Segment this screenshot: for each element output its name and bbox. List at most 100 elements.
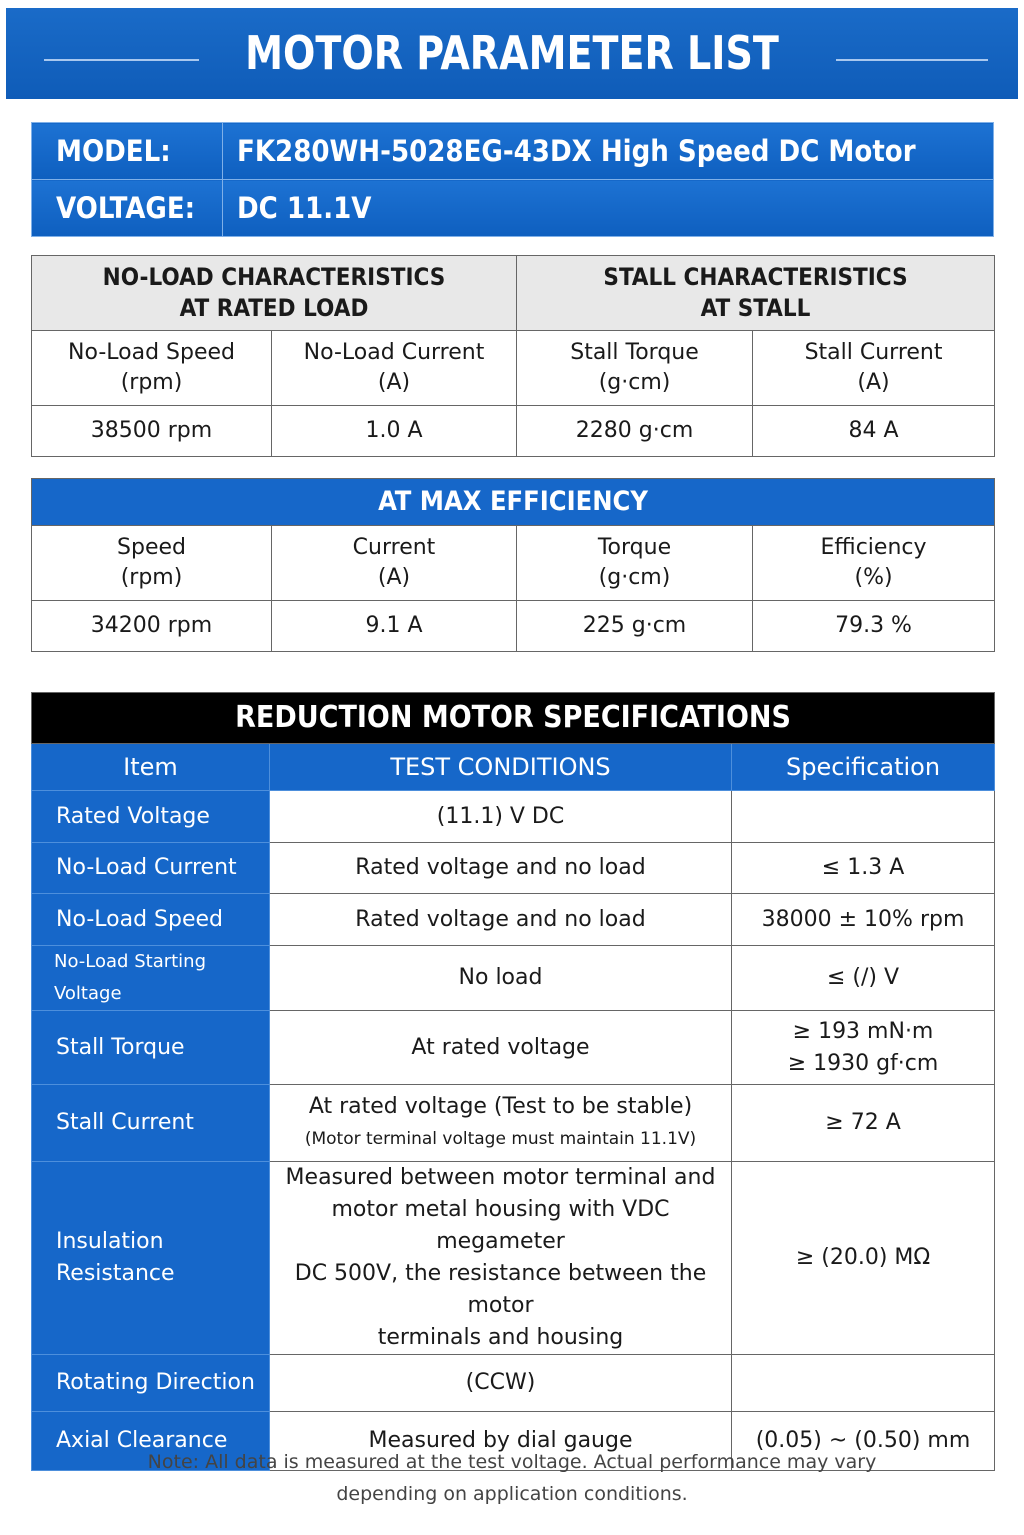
condition-line: terminals and housing: [377, 1325, 624, 1350]
column-name: Stall Torque: [570, 340, 699, 365]
column-name: Stall Current: [804, 340, 943, 365]
row-spec: ≥ 72 A: [730, 1084, 996, 1162]
column-unit: (g·cm): [598, 565, 671, 590]
table-cell-value: 9.1 A: [271, 600, 517, 652]
table-row: Insulation Resistance Measured between m…: [31, 1161, 996, 1355]
row-item: No-Load Current: [31, 842, 270, 894]
title-banner: MOTOR PARAMETER LIST: [6, 8, 1018, 99]
voltage-label: VOLTAGE:: [31, 179, 223, 237]
row-condition: (11.1) V DC: [269, 790, 732, 843]
column-name: Torque: [597, 535, 672, 560]
table-row: Rated Voltage (11.1) V DC: [31, 790, 996, 843]
table-row: Axial Clearance Measured by dial gauge (…: [31, 1411, 996, 1471]
condition-note: (Motor terminal voltage must maintain 11…: [304, 1129, 697, 1149]
table-row: Rotating Direction (CCW): [31, 1354, 996, 1412]
row-item: Stall Torque: [31, 1010, 270, 1085]
no-load-header-line1: NO-LOAD CHARACTERISTICS: [102, 263, 446, 291]
no-load-stall-table: NO-LOAD CHARACTERISTICS AT RATED LOAD ST…: [30, 255, 996, 457]
model-label: MODEL:: [31, 122, 223, 180]
column-header: Torque (g·cm): [516, 525, 753, 601]
table-row: Stall Torque At rated voltage ≥ 193 mN·m…: [31, 1010, 996, 1085]
table-cell-value: 225 g·cm: [516, 600, 753, 652]
reduction-spec-table: REDUCTION MOTOR SPECIFICATIONS Item TEST…: [30, 692, 996, 1471]
row-spec: ≤ 1.3 A: [730, 842, 996, 894]
banner-divider-left: [44, 59, 199, 61]
spec-line: ≥ 1930 gf·cm: [787, 1050, 939, 1076]
row-item: Stall Current: [31, 1084, 270, 1162]
row-spec: ≥ 193 mN·m ≥ 1930 gf·cm: [730, 1010, 996, 1085]
row-condition: Measured between motor terminal and moto…: [269, 1161, 732, 1355]
row-item: Axial Clearance: [31, 1411, 270, 1471]
column-unit: (A): [377, 565, 411, 590]
no-load-header: NO-LOAD CHARACTERISTICS AT RATED LOAD: [30, 255, 518, 331]
row-item: No-Load Speed: [31, 893, 270, 946]
column-name: Speed: [117, 535, 186, 560]
voltage-row: VOLTAGE: DC 11.1V: [31, 179, 994, 237]
row-spec: [730, 790, 996, 843]
row-condition: At rated voltage (Test to be stable) (Mo…: [269, 1084, 732, 1162]
column-header-item: Item: [31, 743, 270, 791]
table-row: No-Load Current Rated voltage and no loa…: [31, 842, 996, 894]
column-unit: (g·cm): [598, 370, 671, 395]
column-name: Current: [352, 535, 436, 560]
reduction-title: REDUCTION MOTOR SPECIFICATIONS: [30, 692, 996, 744]
row-item: Rotating Direction: [31, 1354, 270, 1412]
footnote: Note: All data is measured at the test v…: [0, 1446, 1024, 1510]
model-value: FK280WH-5028EG-43DX High Speed DC Motor: [222, 122, 994, 180]
condition-line: DC 500V, the resistance between the moto…: [294, 1261, 707, 1318]
column-unit: (%): [854, 565, 893, 590]
column-header: Current (A): [271, 525, 517, 601]
column-unit: (A): [857, 370, 890, 395]
table-row: No-Load Starting Voltage No load ≤ (/) V: [31, 945, 996, 1011]
stall-header-line2: AT STALL: [700, 294, 811, 322]
max-efficiency-table: AT MAX EFFICIENCY Speed (rpm) Current (A) …: [30, 478, 996, 652]
table-cell-value: 79.3 %: [751, 600, 996, 652]
column-header-spec: Specification: [730, 743, 996, 791]
column-unit: (rpm): [120, 370, 183, 395]
stall-header: STALL CHARACTERISTICS AT STALL: [516, 255, 996, 331]
page-title: MOTOR PARAMETER LIST: [245, 26, 779, 80]
model-voltage-table: MODEL: FK280WH-5028EG-43DX High Speed DC…: [31, 122, 994, 237]
column-header: Stall Current (A): [752, 330, 996, 406]
row-condition: Rated voltage and no load: [269, 842, 732, 894]
row-item: Rated Voltage: [31, 790, 270, 843]
column-header: No-Load Speed (rpm): [31, 330, 272, 406]
column-unit: (A): [377, 370, 411, 395]
column-name: No-Load Speed: [68, 340, 235, 365]
row-spec: [730, 1354, 996, 1412]
row-spec: (0.05) ~ (0.50) mm: [730, 1411, 996, 1471]
column-header: Efficiency (%): [751, 525, 996, 601]
footnote-line: Note: All data is measured at the test v…: [147, 1451, 877, 1473]
column-name: No-Load Current: [303, 340, 485, 365]
table-cell-value: 2280 g·cm: [516, 405, 754, 457]
table-cell-value: 34200 rpm: [31, 600, 272, 652]
column-header: Speed (rpm): [31, 525, 272, 601]
condition-line: Measured between motor terminal and: [285, 1165, 716, 1190]
row-condition: At rated voltage: [269, 1010, 732, 1085]
row-condition: Measured by dial gauge: [269, 1411, 732, 1471]
table-cell-value: 38500 rpm: [31, 405, 272, 457]
column-unit: (rpm): [120, 565, 183, 590]
row-spec: 38000 ± 10% rpm: [730, 893, 996, 946]
column-header: No-Load Current (A): [270, 330, 518, 406]
row-condition: (CCW): [269, 1354, 732, 1412]
voltage-value: DC 11.1V: [222, 179, 994, 237]
row-item: No-Load Starting Voltage: [31, 945, 270, 1011]
table-row: No-Load Speed Rated voltage and no load …: [31, 893, 996, 946]
no-load-header-line2: AT RATED LOAD: [179, 294, 369, 322]
table-cell-value: 1.0 A: [270, 405, 518, 457]
footnote-line: depending on application conditions.: [336, 1483, 688, 1505]
row-condition: No load: [269, 945, 732, 1011]
max-efficiency-header: AT MAX EFFICIENCY: [30, 478, 996, 526]
table-row: Stall Current At rated voltage (Test to …: [31, 1084, 996, 1162]
condition-line: motor metal housing with VDC megameter: [331, 1197, 670, 1254]
column-header-conditions: TEST CONDITIONS: [269, 743, 732, 791]
column-name: Efficiency: [820, 535, 927, 560]
row-condition: Rated voltage and no load: [269, 893, 732, 946]
spec-line: ≥ 193 mN·m: [792, 1018, 934, 1044]
row-item: Insulation Resistance: [31, 1161, 270, 1355]
model-row: MODEL: FK280WH-5028EG-43DX High Speed DC…: [31, 122, 994, 180]
table-cell-value: 84 A: [752, 405, 996, 457]
stall-header-line1: STALL CHARACTERISTICS: [603, 263, 908, 291]
column-header: Stall Torque (g·cm): [516, 330, 754, 406]
